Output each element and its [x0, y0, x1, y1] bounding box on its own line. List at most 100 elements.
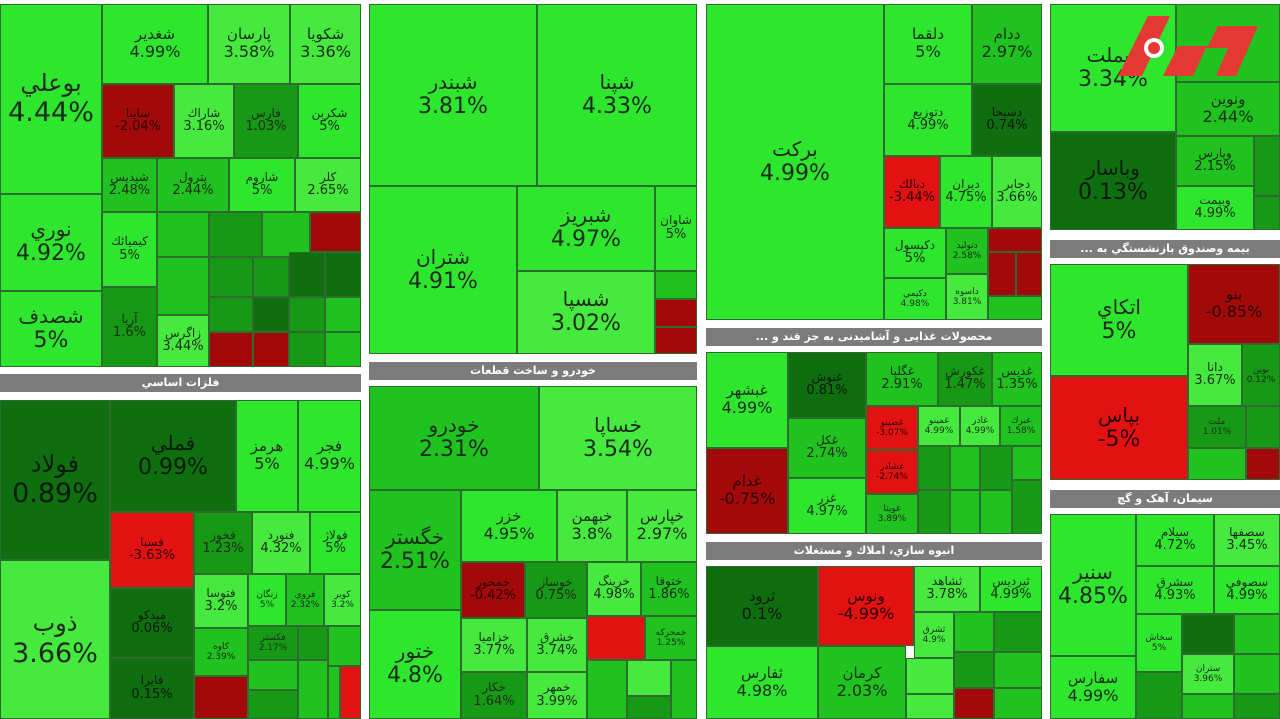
treemap-tile[interactable]: خمحور -0.42%	[461, 562, 525, 618]
treemap-tile[interactable]: شاراك 3.16%	[174, 84, 234, 158]
treemap-tile[interactable]: غشاذر -2.74%	[866, 450, 918, 494]
treemap-tile[interactable]: بنو -0.85%	[1188, 264, 1280, 344]
treemap-tile[interactable]: بپاس -5%	[1050, 376, 1188, 480]
treemap-tile[interactable]: فولاژ 5%	[310, 512, 361, 574]
treemap-tile[interactable]: دتوليد 2.58%	[946, 228, 988, 274]
treemap-tile[interactable]: فولاد 0.89%	[0, 400, 110, 560]
treemap-tile[interactable]: غبشهر 4.99%	[706, 352, 788, 448]
treemap-tile[interactable]: فكستر 2.17%	[248, 626, 298, 660]
treemap-tile[interactable]: پترول 2.44%	[157, 158, 229, 212]
treemap-tile[interactable]: ثپرديس 4.99%	[980, 566, 1042, 612]
treemap-tile[interactable]: غكل 2.74%	[788, 418, 866, 478]
treemap-tile[interactable]: فسبا -3.63%	[110, 512, 194, 588]
treemap-tile[interactable]: شغدير 4.99%	[102, 4, 208, 84]
treemap-tile[interactable]: ختور 4.8%	[369, 610, 461, 719]
treemap-tile[interactable]: خوساز 0.75%	[525, 562, 587, 618]
treemap-tile[interactable]: ثرود 0.1%	[706, 566, 818, 646]
treemap-tile[interactable]: كاوه 2.39%	[194, 628, 248, 676]
treemap-tile[interactable]: ثفارس 4.98%	[706, 646, 818, 719]
treemap-tile[interactable]: ساينا -2.04%	[102, 84, 174, 158]
treemap-tile[interactable]: خزر 4.95%	[461, 490, 557, 562]
treemap-tile[interactable]: سصفها 3.45%	[1214, 514, 1280, 566]
treemap-tile[interactable]: سصوفي 4.99%	[1214, 566, 1280, 614]
treemap-tile[interactable]: شبندر 3.81%	[369, 4, 537, 186]
treemap-tile[interactable]: فنورد 4.32%	[252, 512, 310, 574]
treemap-tile[interactable]: شپديس 2.48%	[102, 158, 157, 212]
treemap-tile[interactable]: خبهمن 3.8%	[557, 490, 627, 562]
treemap-tile[interactable]: هرمز 5%	[236, 400, 298, 512]
treemap-tile[interactable]: ذوب 3.66%	[0, 560, 110, 719]
treemap-tile[interactable]: غاذر 4.99%	[960, 406, 1000, 446]
treemap-tile[interactable]: غصينو -3.07%	[866, 406, 918, 450]
treemap-tile[interactable]: نوري 4.92%	[0, 194, 102, 291]
treemap-tile[interactable]: فتوسا 3.2%	[194, 574, 248, 628]
treemap-tile[interactable]: شبريز 4.97%	[517, 186, 655, 271]
treemap-tile[interactable]: ونوين 2.44%	[1176, 82, 1280, 136]
treemap-tile[interactable]: ملت 1.01%	[1188, 406, 1246, 448]
treemap-tile[interactable]: ثشرق 4.9%	[914, 612, 954, 658]
treemap-tile[interactable]: زاگرس 3.44%	[157, 315, 209, 367]
treemap-tile[interactable]: دجابر 3.66%	[992, 156, 1042, 228]
treemap-tile[interactable]: خزاميا 3.77%	[461, 618, 527, 672]
treemap-tile[interactable]: سيلام 4.72%	[1136, 514, 1214, 566]
treemap-tile[interactable]: غدام -0.75%	[706, 448, 788, 534]
treemap-tile[interactable]: كلر 2.65%	[295, 158, 361, 212]
treemap-tile[interactable]: خپارس 2.97%	[627, 490, 697, 562]
treemap-tile[interactable]: ثشاهد 3.78%	[914, 566, 980, 612]
treemap-tile[interactable]: خرينگ 4.98%	[587, 562, 641, 616]
treemap-tile[interactable]: سشرق 4.93%	[1136, 566, 1214, 614]
treemap-tile[interactable]: دانا 3.67%	[1188, 344, 1242, 406]
treemap-tile[interactable]: اتكاي 5%	[1050, 264, 1188, 376]
treemap-tile[interactable]: شصدف 5%	[0, 291, 102, 367]
treemap-tile[interactable]: بركت 4.99%	[706, 4, 884, 320]
treemap-tile[interactable]: ختوقا 1.86%	[641, 562, 697, 616]
treemap-tile[interactable]: شاروم 5%	[229, 158, 295, 212]
treemap-tile[interactable]: كرمان 2.03%	[818, 646, 906, 719]
treemap-tile[interactable]: ونوس -4.99%	[818, 566, 914, 646]
treemap-tile[interactable]: بوعلي 4.44%	[0, 4, 102, 194]
treemap-tile[interactable]: ميدكو 0.06%	[110, 588, 194, 658]
treemap-tile[interactable]: خساپا 3.54%	[539, 386, 697, 490]
treemap-tile[interactable]: وباسار 0.13%	[1050, 132, 1176, 230]
treemap-tile[interactable]: دلقما 5%	[884, 4, 972, 84]
treemap-tile[interactable]: خشرق 3.74%	[527, 618, 587, 672]
treemap-tile[interactable]: كيميائك 5%	[102, 212, 157, 287]
treemap-tile[interactable]: شسپا 3.02%	[517, 271, 655, 354]
treemap-tile[interactable]: دبالك -3.44%	[884, 156, 940, 228]
treemap-tile[interactable]: دكيمي 4.98%	[884, 278, 946, 320]
treemap-tile[interactable]: نوين 0.12%	[1242, 344, 1280, 406]
treemap-tile[interactable]: خمحركه 1.25%	[645, 616, 697, 660]
treemap-tile[interactable]: وپارس 2.15%	[1176, 136, 1254, 186]
treemap-tile[interactable]: سفارس 4.99%	[1050, 656, 1136, 719]
treemap-tile[interactable]: خكار 1.64%	[461, 672, 527, 719]
treemap-tile[interactable]: شپنا 4.33%	[537, 4, 697, 186]
treemap-tile[interactable]: ددام 2.97%	[972, 4, 1042, 84]
treemap-tile[interactable]: خگستر 2.51%	[369, 490, 461, 610]
treemap-tile[interactable]: غبرك 1.58%	[1000, 406, 1042, 446]
treemap-tile[interactable]: غويتا 3.89%	[866, 494, 918, 534]
treemap-tile[interactable]: فارس 1.03%	[234, 84, 298, 158]
treemap-tile[interactable]: غزر 4.97%	[788, 478, 866, 534]
treemap-tile[interactable]: شكربن 5%	[298, 84, 361, 158]
treemap-tile[interactable]: زنگان 5%	[248, 574, 286, 626]
treemap-tile[interactable]: شتران 4.91%	[369, 186, 517, 354]
treemap-tile[interactable]: غگلپا 2.91%	[866, 352, 938, 406]
treemap-tile[interactable]: داسوه 3.81%	[946, 274, 988, 320]
treemap-tile[interactable]: فملي 0.99%	[110, 400, 236, 512]
treemap-tile[interactable]: شاوان 5%	[655, 186, 697, 271]
treemap-tile[interactable]: وبيمت 4.99%	[1176, 186, 1254, 230]
treemap-tile[interactable]: شكويا 3.36%	[290, 4, 361, 84]
treemap-tile[interactable]: خمهر 3.99%	[527, 672, 587, 719]
treemap-tile[interactable]: دتوزيع 4.99%	[884, 84, 972, 156]
treemap-tile[interactable]: پارسان 3.58%	[208, 4, 290, 84]
treemap-tile[interactable]: فجر 4.99%	[298, 400, 361, 512]
treemap-tile[interactable]: فخوز 1.23%	[194, 512, 252, 574]
treemap-tile[interactable]: غديس 1.35%	[992, 352, 1042, 406]
treemap-tile[interactable]: سخاش 5%	[1136, 614, 1182, 672]
treemap-tile[interactable]: غنوش 0.81%	[788, 352, 866, 418]
treemap-tile[interactable]: ديران 4.75%	[940, 156, 992, 228]
treemap-tile[interactable]: دسبحا 0.74%	[972, 84, 1042, 156]
treemap-tile[interactable]: فروي 2.32%	[286, 574, 324, 626]
treemap-tile[interactable]: دكپسول 5%	[884, 228, 946, 278]
treemap-tile[interactable]: ستران 3.96%	[1182, 654, 1234, 694]
